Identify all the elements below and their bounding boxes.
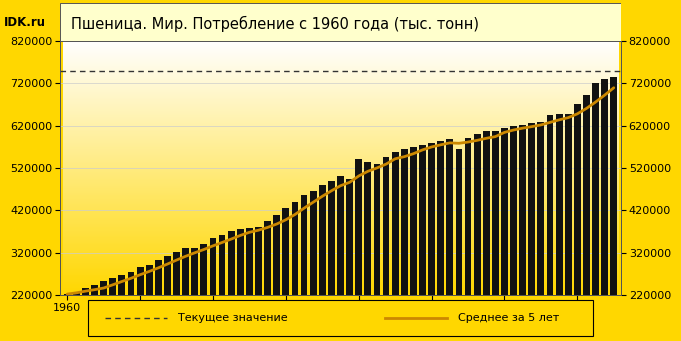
Bar xyxy=(464,138,471,295)
Bar xyxy=(273,214,280,295)
Bar xyxy=(501,128,508,295)
Bar xyxy=(264,221,271,295)
Bar xyxy=(364,162,371,295)
Bar xyxy=(528,123,535,295)
Bar xyxy=(474,134,481,295)
Bar xyxy=(310,191,317,295)
Bar xyxy=(118,275,125,295)
Bar xyxy=(547,115,554,295)
Bar xyxy=(355,160,362,295)
Bar xyxy=(110,278,116,295)
Bar xyxy=(155,260,161,295)
Bar xyxy=(373,164,381,295)
Text: Текущее значение: Текущее значение xyxy=(178,313,287,323)
Bar xyxy=(100,281,107,295)
Bar xyxy=(428,143,435,295)
Bar xyxy=(456,149,462,295)
Bar xyxy=(246,228,253,295)
Bar xyxy=(319,185,326,295)
Bar xyxy=(346,179,353,295)
Bar xyxy=(401,149,408,295)
Bar xyxy=(392,152,398,295)
Bar xyxy=(173,252,180,295)
Bar xyxy=(337,176,344,295)
Bar xyxy=(255,227,262,295)
Bar xyxy=(556,114,563,295)
Bar xyxy=(137,267,144,295)
Bar xyxy=(601,79,608,295)
Bar xyxy=(574,104,581,295)
Bar xyxy=(191,248,198,295)
Bar xyxy=(73,292,80,295)
Bar xyxy=(227,232,234,295)
Text: IDK.ru: IDK.ru xyxy=(3,16,46,29)
Bar xyxy=(300,195,308,295)
Bar xyxy=(383,157,390,295)
Bar xyxy=(437,141,444,295)
Bar xyxy=(328,181,335,295)
Bar xyxy=(410,147,417,295)
Text: Среднее за 5 лет: Среднее за 5 лет xyxy=(458,313,560,323)
Bar xyxy=(237,229,244,295)
Bar xyxy=(219,235,225,295)
Bar xyxy=(565,114,571,295)
Bar xyxy=(583,95,590,295)
Bar xyxy=(164,256,171,295)
Bar xyxy=(283,208,289,295)
Bar xyxy=(483,131,490,295)
Bar xyxy=(200,244,207,295)
Bar xyxy=(610,77,617,295)
Bar xyxy=(82,288,89,295)
Bar xyxy=(64,294,71,295)
Bar xyxy=(291,202,298,295)
Bar xyxy=(183,248,189,295)
Bar xyxy=(592,83,599,295)
Bar xyxy=(210,238,217,295)
Bar xyxy=(447,139,454,295)
Bar xyxy=(419,145,426,295)
Bar xyxy=(492,131,498,295)
Bar xyxy=(127,272,134,295)
Bar xyxy=(91,285,98,295)
Bar xyxy=(510,127,517,295)
Bar xyxy=(146,265,153,295)
Text: Пшеница. Мир. Потребление с 1960 года (тыс. тонн): Пшеница. Мир. Потребление с 1960 года (т… xyxy=(71,16,479,32)
Bar xyxy=(520,125,526,295)
Bar xyxy=(537,122,544,295)
